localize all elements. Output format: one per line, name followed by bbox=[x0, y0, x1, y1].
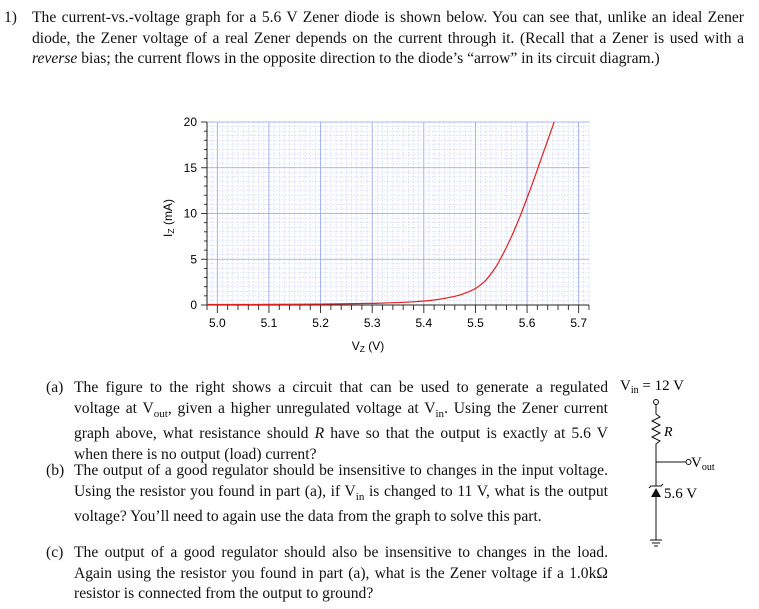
part-b: (b) The output of a good regulator shoul… bbox=[46, 462, 608, 526]
part-a: (a) The figure to the right shows a circ… bbox=[46, 379, 609, 463]
x-tick-label: 5.5 bbox=[467, 316, 484, 330]
chart-axes bbox=[201, 121, 590, 313]
y-axis-label: IZ (mA) bbox=[161, 199, 176, 237]
zener-regulator-circuit: Vin = 12 V R Vout 5.6 V bbox=[620, 378, 715, 547]
vout-terminal bbox=[685, 459, 692, 465]
y-tick-label: 15 bbox=[184, 161, 198, 175]
vin-terminal bbox=[653, 399, 659, 405]
resistor-label: R bbox=[663, 425, 673, 440]
x-tick-label: 5.6 bbox=[519, 316, 536, 330]
x-tick-label: 5.1 bbox=[261, 316, 278, 330]
resistor-symbol bbox=[650, 404, 662, 462]
vin-label: Vin = 12 V bbox=[620, 378, 684, 396]
x-tick-label: 5.2 bbox=[312, 316, 329, 330]
ground-icon bbox=[650, 539, 662, 547]
y-tick-label: 0 bbox=[190, 298, 197, 312]
problem-number: 1) bbox=[4, 9, 17, 26]
y-tick-label: 20 bbox=[184, 115, 198, 129]
vout-label: Vout bbox=[691, 455, 715, 473]
zener-label: 5.6 V bbox=[664, 486, 697, 502]
problem-text-2: bias; the current flows in the opposite … bbox=[77, 50, 660, 67]
y-tick-label: 5 bbox=[190, 252, 197, 266]
y-tick-labels: 0 5 10 15 20 bbox=[184, 115, 198, 312]
x-tick-labels: 5.0 5.1 5.2 5.3 5.4 5.5 5.6 5.7 bbox=[209, 316, 587, 330]
part-b-label: (b) bbox=[46, 462, 65, 479]
problem-text-italic: reverse bbox=[32, 50, 78, 67]
x-tick-label: 5.0 bbox=[209, 316, 226, 330]
y-tick-label: 10 bbox=[184, 207, 198, 221]
part-a-label: (a) bbox=[46, 379, 64, 396]
part-c-label: (c) bbox=[46, 544, 64, 561]
x-tick-label: 5.3 bbox=[364, 316, 381, 330]
x-axis-label: VZ (V) bbox=[352, 339, 385, 354]
series-line bbox=[206, 121, 555, 306]
x-tick-label: 5.7 bbox=[570, 316, 587, 330]
zener-iv-chart: 5.0 5.1 5.2 5.3 5.4 5.5 5.6 5.7 0 5 10 15 20 VZ (V)… bbox=[161, 115, 590, 354]
problem-text-1: The current-vs.-voltage graph for a 5.6 … bbox=[32, 9, 744, 47]
zener-diode-symbol bbox=[651, 488, 661, 497]
chart-grid bbox=[206, 121, 590, 306]
problem-statement: 1) The current-vs.-voltage graph for a 5… bbox=[4, 8, 744, 70]
x-tick-label: 5.4 bbox=[415, 316, 432, 330]
part-c: (c) The output of a good regulator shoul… bbox=[46, 544, 608, 602]
